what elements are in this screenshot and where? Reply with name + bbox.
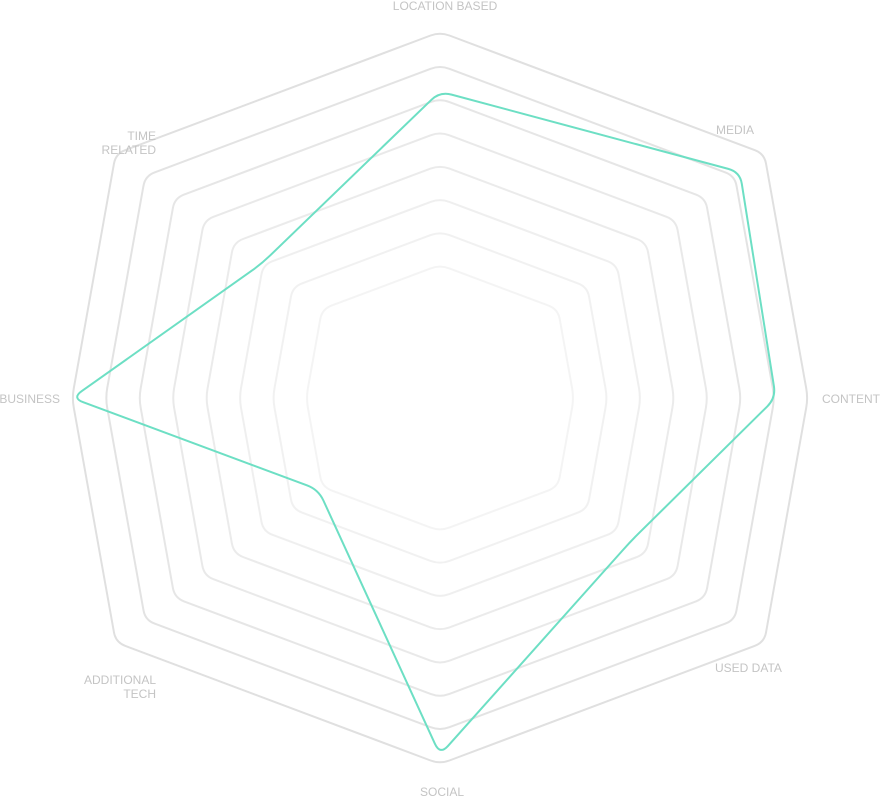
- axis-label-line: USED DATA: [715, 661, 782, 675]
- axis-label: USED DATA: [715, 661, 782, 675]
- radar-ring: [105, 66, 775, 730]
- radar-ring: [71, 32, 809, 764]
- axis-label-line: ADDITIONAL: [84, 673, 156, 687]
- radar-ring: [172, 132, 708, 664]
- radar-grid-rings: [71, 32, 809, 764]
- axis-label-line: SOCIAL: [420, 785, 464, 797]
- axis-label-line: LOCATION BASED: [393, 0, 498, 13]
- axis-label-line: MEDIA: [716, 123, 754, 137]
- axis-label-line: BUSINESS: [0, 392, 60, 406]
- radar-series: [76, 92, 776, 751]
- axis-label: ADDITIONAL TECH: [84, 673, 156, 701]
- radar-series-line: [76, 92, 776, 751]
- radar-ring: [272, 232, 608, 564]
- axis-label: BUSINESS: [0, 392, 60, 406]
- axis-label: SOCIAL: [420, 785, 464, 797]
- axis-label-line: RELATED: [102, 143, 157, 157]
- axis-label-line: TECH: [123, 687, 156, 701]
- radar-ring: [205, 165, 675, 631]
- axis-label-line: TIME: [127, 129, 156, 143]
- radar-ring: [239, 199, 641, 597]
- axis-label: CONTENT: [822, 392, 880, 406]
- axis-label: TIME RELATED: [102, 129, 157, 157]
- axis-label-line: CONTENT: [822, 392, 880, 406]
- radar-ring: [306, 265, 574, 531]
- radar-ring: [138, 99, 742, 697]
- axis-label: MEDIA: [716, 123, 754, 137]
- axis-label: LOCATION BASED: [393, 0, 498, 13]
